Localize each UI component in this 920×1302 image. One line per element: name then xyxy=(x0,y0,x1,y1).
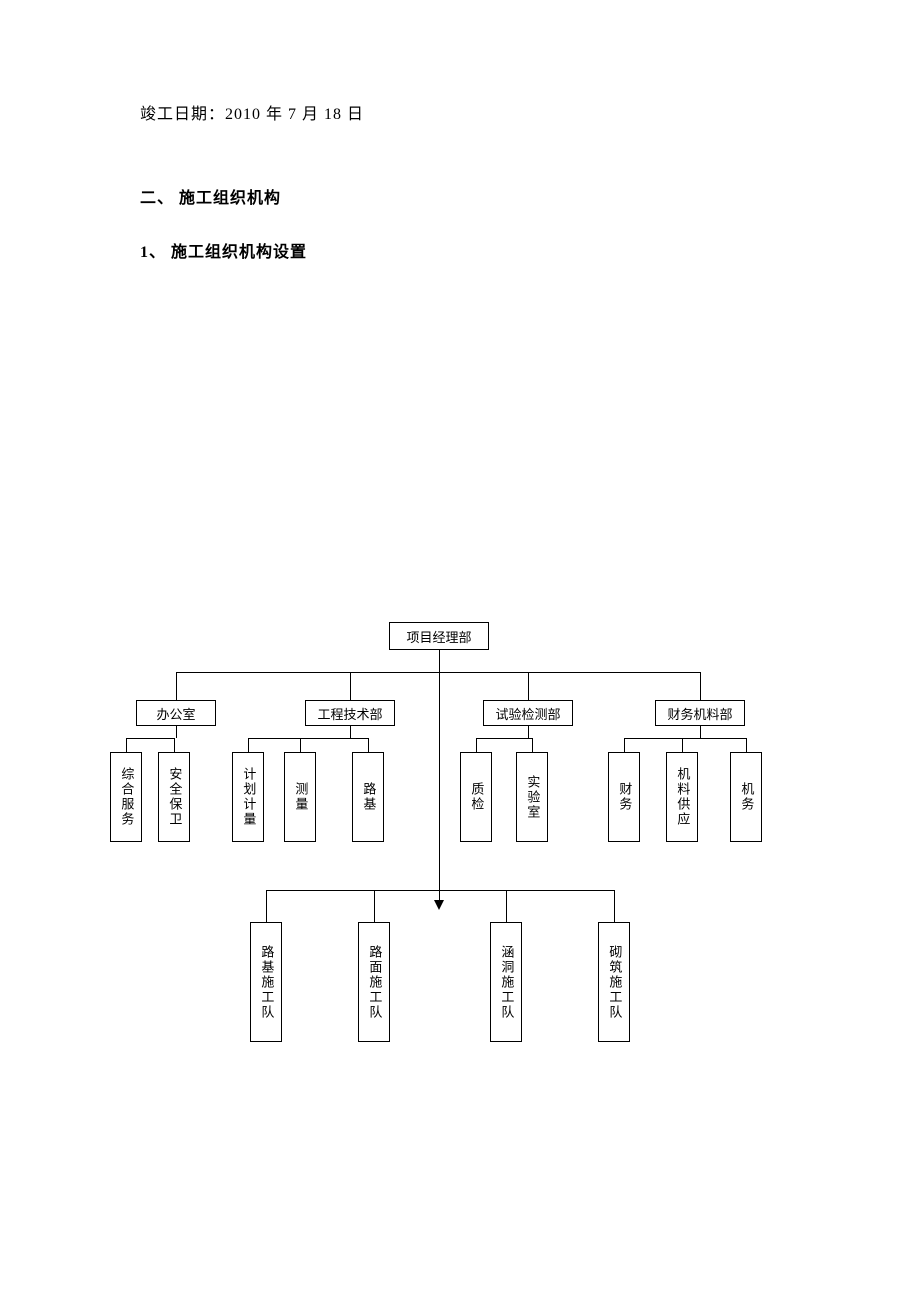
connector-line xyxy=(682,738,683,752)
connector-line xyxy=(300,738,301,752)
connector-line xyxy=(350,672,351,700)
connector-line xyxy=(532,738,533,752)
connector-line xyxy=(624,738,746,739)
org-node: 项目经理部 xyxy=(389,622,489,650)
connector-line xyxy=(248,738,368,739)
org-node: 财务 xyxy=(608,752,640,842)
org-node: 工程技术部 xyxy=(305,700,395,726)
org-node: 路基施工队 xyxy=(250,922,282,1042)
org-node: 质检 xyxy=(460,752,492,842)
connector-line xyxy=(624,738,625,752)
org-node: 综合服务 xyxy=(110,752,142,842)
connector-line xyxy=(126,738,127,752)
connector-line xyxy=(176,672,177,700)
org-node: 实验室 xyxy=(516,752,548,842)
connector-line xyxy=(176,672,700,673)
arrow-down-icon xyxy=(434,900,444,910)
connector-line xyxy=(176,726,177,738)
section-2-heading: 二、 施工组织机构 xyxy=(140,184,780,208)
connector-line xyxy=(528,726,529,738)
org-node: 砌筑施工队 xyxy=(598,922,630,1042)
connector-line xyxy=(528,672,529,700)
org-node: 计划计量 xyxy=(232,752,264,842)
connector-line xyxy=(350,726,351,738)
org-node: 机务 xyxy=(730,752,762,842)
org-node: 试验检测部 xyxy=(483,700,573,726)
connector-line xyxy=(700,672,701,700)
org-node: 测量 xyxy=(284,752,316,842)
connector-line xyxy=(374,890,375,922)
org-node: 安全保卫 xyxy=(158,752,190,842)
connector-line xyxy=(746,738,747,752)
connector-line xyxy=(476,738,477,752)
section-2-1-heading: 1、 施工组织机构设置 xyxy=(140,238,780,262)
connector-line xyxy=(614,890,615,922)
completion-date-text: 竣工日期：2010 年 7 月 18 日 xyxy=(140,100,780,124)
connector-line xyxy=(126,738,174,739)
connector-line xyxy=(174,738,175,752)
org-node: 路基 xyxy=(352,752,384,842)
org-node: 路面施工队 xyxy=(358,922,390,1042)
org-node: 机料供应 xyxy=(666,752,698,842)
org-node: 财务机料部 xyxy=(655,700,745,726)
org-node: 办公室 xyxy=(136,700,216,726)
connector-line xyxy=(368,738,369,752)
connector-line xyxy=(439,650,440,902)
org-node: 涵洞施工队 xyxy=(490,922,522,1042)
org-chart-diagram: 项目经理部办公室 工程技术部 试验检测部 财务机料部综合服务安全保卫 计划计量测量路基质… xyxy=(110,622,810,1162)
connector-line xyxy=(266,890,267,922)
connector-line xyxy=(700,726,701,738)
connector-line xyxy=(248,738,249,752)
connector-line xyxy=(266,890,614,891)
connector-line xyxy=(506,890,507,922)
connector-line xyxy=(476,738,532,739)
